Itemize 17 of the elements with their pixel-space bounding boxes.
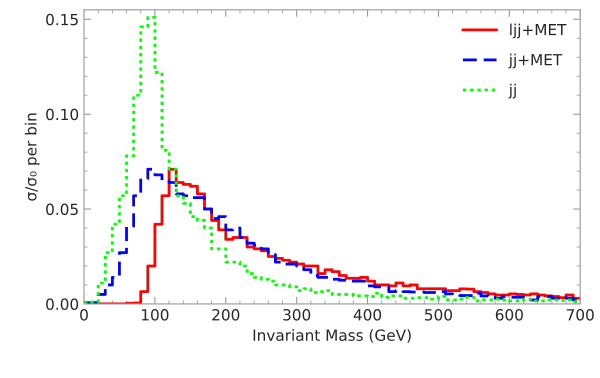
x-tick-label: 400 — [354, 309, 382, 321]
x-axis-title: Invariant Mass (GeV) — [254, 329, 411, 343]
y-tick-label: 0.05 — [46, 204, 78, 216]
y-tick-label: 0.10 — [46, 108, 78, 120]
y-axis-title: σ/σ₀ per bin — [24, 113, 40, 201]
x-tick-label: 100 — [142, 309, 168, 321]
x-tick-label: 200 — [212, 309, 240, 321]
x-tick-label: 0 — [80, 309, 88, 321]
x-tick-label: 600 — [496, 309, 523, 321]
x-tick-label: 500 — [425, 309, 452, 321]
y-tick-label: 0.00 — [46, 298, 78, 310]
y-tick-label: 0.15 — [46, 14, 78, 26]
legend-label: jj — [508, 84, 516, 98]
x-tick-label: 300 — [283, 309, 310, 321]
legend-label: ljj+MET — [510, 24, 566, 38]
x-tick-label: 700 — [566, 309, 594, 321]
legend-label: jj+MET — [508, 54, 562, 68]
